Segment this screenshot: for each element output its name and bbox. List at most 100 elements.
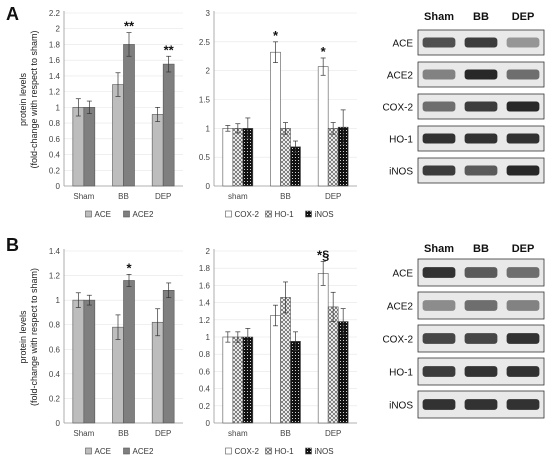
blot-band	[506, 300, 540, 311]
bar-inos	[242, 336, 254, 424]
blot-band	[464, 333, 498, 344]
bar-ace	[72, 299, 85, 424]
significance-marker: *	[321, 44, 327, 59]
legend-label: COX-2	[235, 447, 260, 456]
y-tick-label: 1.5	[199, 96, 211, 105]
blot-row-label: ACE2	[387, 71, 414, 82]
y-tick-label: 1	[206, 333, 211, 342]
blot-band	[422, 37, 456, 48]
y-tick-label: 2.5	[199, 38, 211, 47]
bar-ace	[151, 114, 164, 187]
blot-band	[464, 165, 498, 176]
x-tick-label: BB	[118, 192, 129, 201]
significance-marker: *	[126, 260, 132, 275]
blot-column-label: DEP	[512, 243, 535, 255]
blot-row-label: HO-1	[389, 135, 413, 146]
blot-band	[422, 165, 456, 176]
blot-band	[422, 300, 456, 311]
y-tick-label: 0.8	[49, 321, 61, 330]
y-tick-label: 0.4	[49, 151, 61, 160]
y-tick-label: 1.4	[49, 247, 61, 256]
bar-ace2	[162, 290, 175, 424]
y-tick-label: 0.2	[49, 394, 61, 403]
western-blot-a: Sham BB DEP ACE ACE2 COX-2 HO-1 iNOS	[382, 11, 545, 184]
x-tick-label: DEP	[155, 429, 171, 438]
legend-label: ACE2	[133, 210, 154, 219]
blot-row-label: ACE	[392, 269, 413, 280]
x-tick-label: BB	[280, 192, 291, 201]
y-tick-label: 1.2	[49, 88, 61, 97]
bar-ace	[112, 326, 124, 424]
y-tick-label: 2	[56, 25, 61, 34]
blot-row-label: iNOS	[389, 401, 413, 412]
blot-band	[464, 300, 498, 311]
legend-label: ACE	[95, 447, 111, 456]
blot-band	[422, 101, 456, 112]
y-tick-label: 1.6	[49, 56, 61, 65]
y-tick-label: 2	[206, 247, 211, 256]
legend-swatch-ace	[85, 210, 92, 218]
y-tick-label: 1.4	[49, 72, 61, 81]
legend-label: HO-1	[275, 447, 295, 456]
y-tick-label: 0	[206, 182, 211, 191]
blot-band	[506, 101, 540, 112]
bar-ho-1	[232, 336, 244, 424]
bar-inos	[337, 321, 349, 424]
panel-label-a: A	[6, 4, 19, 24]
legend-label: COX-2	[235, 210, 260, 219]
blot-row-label: COX-2	[382, 335, 413, 346]
bar-ho-1	[232, 128, 244, 187]
y-tick-label: 0.2	[199, 402, 211, 411]
blot-band	[422, 133, 456, 144]
blot-band	[464, 399, 498, 410]
x-tick-label: DEP	[325, 192, 341, 201]
y-tick-label: 0.4	[49, 370, 61, 379]
y-axis-label-sub: (fold-change with respect to sham)	[29, 30, 39, 168]
significance-marker: *§	[317, 247, 329, 262]
blot-band	[506, 69, 540, 80]
y-tick-label: 0.6	[49, 345, 61, 354]
legend-label: iNOS	[315, 210, 334, 219]
y-tick-label: 0	[56, 419, 61, 428]
bar-cox-2	[270, 315, 281, 424]
y-tick-label: 1.2	[199, 316, 211, 325]
bar-ho-1	[327, 128, 339, 187]
bar-ace2	[162, 63, 175, 187]
y-tick-label: 0.5	[199, 153, 211, 162]
legend-label: ACE	[95, 210, 111, 219]
blot-band	[422, 333, 456, 344]
y-tick-label: 1	[206, 124, 211, 133]
chart-a-cox2-ho1-inos: 0 0.5 1 1.5 2 2.5 3 sham BB * DEP * COX-2 HO-1 iNOS	[199, 9, 357, 219]
x-tick-label: sham	[228, 429, 248, 438]
legend-swatch-ace2	[123, 210, 130, 218]
y-tick-label: 2	[206, 67, 211, 76]
chart-b-cox2-ho1-inos: 0 0.2 0.4 0.6 0.8 1 1.2 1.4 1.6 1.8 2 sham BB DEP *§ CO…	[199, 247, 357, 456]
chart-b-ace-ace2: protein levels (fold-change with respect …	[18, 247, 183, 456]
blot-band	[506, 37, 540, 48]
bar-ace	[151, 321, 164, 424]
x-tick-label: BB	[118, 429, 129, 438]
legend-swatch-inos	[305, 447, 312, 455]
x-tick-label: sham	[228, 192, 248, 201]
bar-ho-1	[280, 128, 291, 187]
blot-row-label: ACE	[392, 39, 413, 50]
blot-column-label: BB	[473, 11, 489, 23]
y-tick-label: 1.8	[199, 264, 211, 273]
y-tick-label: 1.4	[199, 299, 211, 308]
x-tick-label: Sham	[73, 192, 94, 201]
blot-column-label: Sham	[424, 11, 454, 23]
blot-band	[506, 366, 540, 377]
bar-cox-2	[270, 51, 281, 187]
bar-cox-2	[317, 66, 329, 187]
y-tick-label: 1	[56, 103, 61, 112]
bar-ace2	[123, 280, 135, 424]
legend-swatch-ho-1	[265, 447, 272, 455]
bar-inos	[290, 340, 301, 424]
blot-row-label: COX-2	[382, 103, 413, 114]
legend-swatch-cox-2	[225, 447, 232, 455]
blot-band	[464, 366, 498, 377]
blot-band	[422, 399, 456, 410]
bar-cox-2	[317, 273, 329, 424]
bar-ace2	[123, 44, 135, 187]
blot-band	[506, 133, 540, 144]
